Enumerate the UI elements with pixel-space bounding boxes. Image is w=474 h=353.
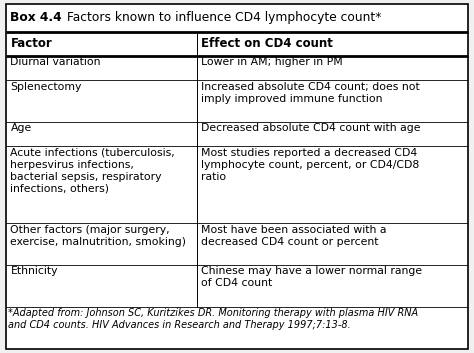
Text: Decreased absolute CD4 count with age: Decreased absolute CD4 count with age bbox=[201, 123, 421, 133]
Text: Age: Age bbox=[10, 123, 32, 133]
Text: Effect on CD4 count: Effect on CD4 count bbox=[201, 37, 333, 50]
Text: Most studies reported a decreased CD4
lymphocyte count, percent, or CD4/CD8
rati: Most studies reported a decreased CD4 ly… bbox=[201, 148, 419, 182]
Text: Splenectomy: Splenectomy bbox=[10, 82, 82, 91]
Text: Factors known to influence CD4 lymphocyte count*: Factors known to influence CD4 lymphocyt… bbox=[64, 11, 382, 24]
Text: Other factors (major surgery,
exercise, malnutrition, smoking): Other factors (major surgery, exercise, … bbox=[10, 225, 186, 246]
Text: Factor: Factor bbox=[10, 37, 52, 50]
Text: Increased absolute CD4 count; does not
imply improved immune function: Increased absolute CD4 count; does not i… bbox=[201, 82, 420, 103]
Text: Diurnal variation: Diurnal variation bbox=[10, 57, 101, 67]
Text: Ethnicity: Ethnicity bbox=[10, 266, 58, 276]
Text: Box 4.4: Box 4.4 bbox=[10, 11, 62, 24]
Text: Lower in AM; higher in PM: Lower in AM; higher in PM bbox=[201, 57, 343, 67]
Text: Chinese may have a lower normal range
of CD4 count: Chinese may have a lower normal range of… bbox=[201, 266, 423, 288]
Text: Acute infections (tuberculosis,
herpesvirus infections,
bacterial sepsis, respir: Acute infections (tuberculosis, herpesvi… bbox=[10, 148, 175, 194]
Text: Most have been associated with a
decreased CD4 count or percent: Most have been associated with a decreas… bbox=[201, 225, 387, 246]
Text: *Adapted from: Johnson SC, Kuritzikes DR. Monitoring therapy with plasma HIV RNA: *Adapted from: Johnson SC, Kuritzikes DR… bbox=[8, 308, 418, 330]
